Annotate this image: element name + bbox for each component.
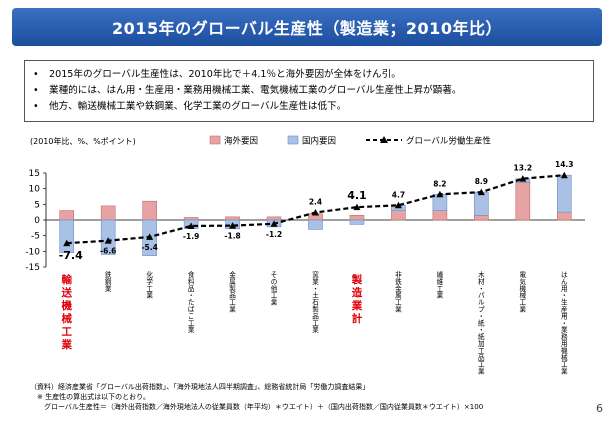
legend-label: 海外要因 [224,136,258,147]
legend-label: グローバル労働生産性 [406,136,491,147]
line-point [353,203,361,211]
bullet-text: 他方、輸送機械工業や鉄鋼業、化学工業のグローバル生産性は低下。 [49,101,347,112]
overseas-bar [432,210,448,221]
category-label: 食料品・たばこ工業 [188,270,195,334]
domestic-bar [308,219,323,230]
bullet-item: • 2015年のグローバル生産性は、2010年比で＋4.1％と海外要因が全体をけ… [33,67,585,83]
category-label: 金属製品工業 [229,270,236,314]
legend-swatch [209,135,221,145]
category-label: 繊維工業 [437,270,444,300]
y-tick-label: 10 [29,185,41,195]
line-point [519,175,527,182]
footnote: （資料）経済産業省「グローバル出荷指数」、「海外現地法人四半期調査」、総務省統計… [30,382,483,412]
data-label: 13.2 [514,164,533,173]
category-label: 非鉄金属工業 [395,270,402,314]
legend-marker-icon [380,136,388,143]
domestic-bar [59,219,75,253]
bullet-dot-icon: • [33,85,39,96]
data-label: -1.9 [183,232,199,241]
data-label: -1.8 [224,232,240,241]
overseas-bar [142,200,157,221]
overseas-bar [474,215,489,221]
line-point [436,190,444,198]
y-tick-label: -10 [25,247,40,257]
footnote-line: （資料）経済産業省「グローバル出荷指数」、「海外現地法人四半期調査」、総務省統計… [30,383,370,391]
y-tick-label: 0 [34,216,40,226]
category-label: その他工業 [271,271,278,307]
overseas-bar [183,217,199,221]
summary-box: • 2015年のグローバル生産性は、2010年比で＋4.1％と海外要因が全体をけ… [24,60,594,122]
category-label: はん用・生産用・業務用機械工業 [561,271,568,376]
page-title: 2015年のグローバル生産性（製造業；2010年比） [112,19,502,38]
overseas-bar [59,210,75,221]
line-point [312,208,319,216]
data-label: 2.4 [309,197,322,206]
line-point [63,239,71,247]
title-bar: 2015年のグローバル生産性（製造業；2010年比） [12,8,602,46]
line-point [270,220,278,227]
line-point [394,201,402,209]
y-axis-title: (2010年比、%、%ポイント) [30,136,136,146]
data-label: -6.6 [100,247,116,256]
data-label: -1.2 [266,230,282,239]
bullet-item: • 業種的には、はん用・生産用・業務用機械工業、電気機械工業のグローバル生産性上… [33,83,585,99]
bullet-item: • 他方、輸送機械工業や鉄鋼業、化学工業のグローバル生産性は低下。 [33,99,585,115]
data-label: 4.1 [347,189,367,202]
bullet-text: 業種的には、はん用・生産用・業務用機械工業、電気機械工業のグローバル生産性上昇が… [49,85,462,96]
line-point [477,188,485,196]
legend-swatch [287,135,299,145]
bullet-dot-icon: • [33,101,39,112]
category-label: 窯業・土石製品工業 [312,270,319,334]
line-point [560,171,568,179]
overseas-bar [266,216,282,221]
category-label: 木材・パルプ・紙・紙加工品工業 [478,270,485,376]
domestic-bar [474,191,489,216]
y-tick-label: -5 [31,232,40,242]
line-point [229,222,237,229]
data-label: 14.3 [555,160,574,169]
overseas-bar [556,211,572,221]
data-label: 4.7 [392,190,405,199]
legend-label: 国内要因 [302,136,336,147]
category-label: 化学工業 [146,270,153,300]
category-label: 輸送機械工業 [60,273,72,351]
overseas-bar [515,182,531,221]
domestic-bar [349,219,365,225]
productivity-chart: (2010年比、%、%ポイント) 海外要因 国内要因 グローバル労働生産性 15 10 5 0… [25,135,585,376]
line-point [104,237,112,244]
bullet-dot-icon: • [33,69,39,80]
category-label: 電気機械工業 [520,271,527,314]
line-point [146,233,154,240]
y-tick-label: 15 [29,169,40,179]
overseas-bar [349,215,365,221]
data-label: -5.4 [141,243,157,252]
footnote-line: ※ 生産性の算出式は以下のとおり。 [30,393,150,401]
footnote-line: グローバル生産性＝（海外出荷指数／海外現地法人の従業員数（年平均）＊ウエイト）＋… [30,403,484,411]
line-point [187,222,195,229]
y-tick-label: 5 [34,200,40,210]
bullet-text: 2015年のグローバル生産性は、2010年比で＋4.1％と海外要因が全体をけん引… [49,69,401,80]
category-label: 製造業計 [351,273,363,325]
data-label: 8.2 [433,179,446,188]
data-label: -7.4 [59,249,83,262]
category-label: 鉄鋼業 [105,270,112,293]
page-number: 6 [596,402,603,415]
overseas-bar [225,216,240,221]
domestic-bar [556,174,572,213]
data-label: 8.9 [475,177,488,186]
y-tick-label: -15 [25,263,40,273]
overseas-bar [391,210,406,221]
overseas-bar [100,205,116,221]
